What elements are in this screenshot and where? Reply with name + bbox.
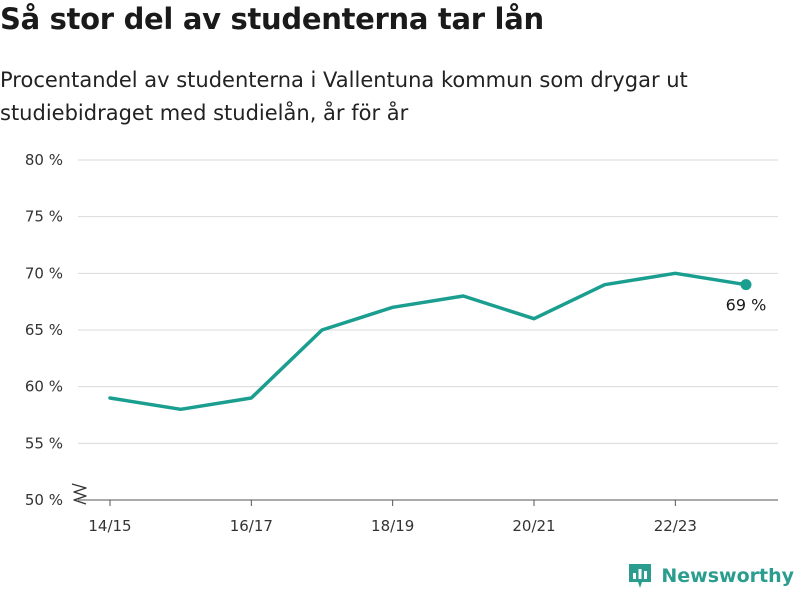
x-axis [71, 483, 778, 506]
y-tick-label: 65 % [25, 321, 63, 339]
x-tick-label: 20/21 [512, 517, 555, 535]
last-data-point [740, 279, 752, 291]
chart-subtitle: Procentandel av studenterna i Vallentuna… [0, 68, 688, 125]
chart-title: Så stor del av studenterna tar lån [0, 2, 544, 36]
y-axis-labels: 50 % 55 % 60 % 65 % 70 % 75 % 80 % [25, 151, 63, 509]
brand-name: Newsworthy [661, 565, 794, 587]
axis-break-icon [71, 483, 87, 505]
series-line [108, 271, 748, 412]
newsworthy-logo-icon [629, 564, 652, 588]
x-tick-label: 22/23 [654, 517, 697, 535]
y-tick-label: 70 % [25, 264, 63, 282]
x-axis-labels: 14/15 16/17 18/19 20/21 22/23 [88, 517, 697, 535]
y-tick-label: 60 % [25, 378, 63, 396]
y-tick-label: 75 % [25, 208, 63, 226]
y-tick-label: 80 % [25, 151, 63, 169]
x-tick-label: 14/15 [88, 517, 131, 535]
grid-lines [78, 159, 778, 444]
series-layer: 69 % [108, 271, 767, 412]
y-tick-label: 55 % [25, 434, 63, 452]
x-tick-label: 18/19 [371, 517, 414, 535]
x-tick-label: 16/17 [230, 517, 273, 535]
last-value-label: 69 % [726, 296, 767, 315]
brand-logo: Newsworthy [627, 562, 794, 590]
y-tick-label: 50 % [25, 491, 63, 509]
